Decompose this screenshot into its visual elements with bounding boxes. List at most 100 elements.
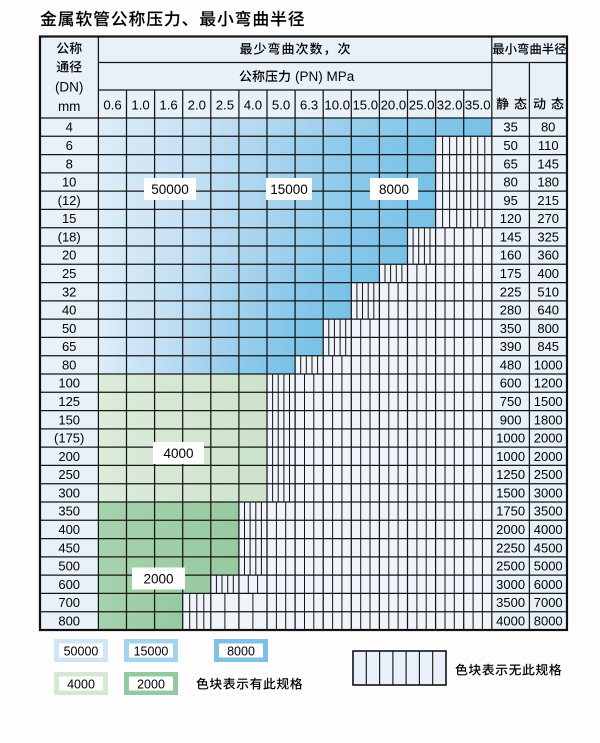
svg-text:(18): (18): [58, 230, 81, 245]
svg-text:480: 480: [500, 358, 522, 373]
svg-text:1800: 1800: [534, 412, 563, 427]
svg-text:1.6: 1.6: [159, 98, 177, 113]
svg-text:600: 600: [500, 376, 522, 391]
svg-text:2000: 2000: [534, 449, 563, 464]
svg-text:8000: 8000: [379, 182, 409, 197]
svg-text:350: 350: [500, 321, 522, 336]
svg-text:110: 110: [538, 138, 559, 153]
svg-text:8000: 8000: [534, 614, 563, 629]
svg-text:500: 500: [58, 559, 80, 574]
svg-text:800: 800: [537, 321, 559, 336]
svg-text:400: 400: [58, 522, 80, 537]
svg-text:900: 900: [500, 412, 522, 427]
svg-text:50: 50: [503, 138, 517, 153]
svg-text:40: 40: [62, 303, 76, 318]
svg-text:215: 215: [537, 193, 559, 208]
svg-text:845: 845: [537, 339, 559, 354]
svg-text:20: 20: [62, 248, 76, 263]
svg-text:2000: 2000: [143, 571, 173, 586]
svg-text:125: 125: [58, 394, 80, 409]
svg-text:750: 750: [500, 394, 522, 409]
svg-text:0.6: 0.6: [103, 98, 121, 113]
svg-text:2500: 2500: [534, 467, 563, 482]
svg-text:2000: 2000: [137, 678, 165, 692]
svg-text:250: 250: [58, 467, 80, 482]
svg-text:1.0: 1.0: [131, 98, 149, 113]
svg-text:1750: 1750: [496, 504, 525, 519]
svg-text:390: 390: [500, 339, 522, 354]
svg-text:400: 400: [537, 266, 559, 281]
svg-text:7000: 7000: [534, 595, 563, 610]
svg-text:3000: 3000: [496, 577, 525, 592]
svg-text:15.0: 15.0: [352, 98, 378, 113]
svg-text:4500: 4500: [534, 540, 563, 555]
svg-text:50000: 50000: [64, 645, 99, 659]
svg-text:(DN): (DN): [55, 80, 84, 95]
svg-text:35.0: 35.0: [465, 98, 491, 113]
svg-text:1500: 1500: [496, 486, 525, 501]
svg-text:6000: 6000: [534, 577, 563, 592]
svg-text:325: 325: [537, 230, 559, 245]
svg-text:2.0: 2.0: [188, 98, 206, 113]
svg-text:270: 270: [537, 211, 559, 226]
svg-text:10.0: 10.0: [324, 98, 350, 113]
svg-text:4: 4: [66, 120, 73, 135]
svg-text:1250: 1250: [496, 467, 525, 482]
svg-text:50000: 50000: [151, 182, 189, 197]
svg-text:25: 25: [62, 266, 76, 281]
svg-text:145: 145: [500, 230, 522, 245]
svg-text:145: 145: [537, 156, 559, 171]
svg-text:4000: 4000: [67, 678, 95, 692]
svg-text:280: 280: [500, 303, 522, 318]
svg-text:5.0: 5.0: [272, 98, 290, 113]
svg-text:600: 600: [58, 577, 80, 592]
svg-text:2500: 2500: [496, 559, 525, 574]
svg-text:510: 510: [537, 284, 559, 299]
svg-text:350: 350: [58, 504, 80, 519]
svg-text:3500: 3500: [534, 504, 563, 519]
svg-text:8000: 8000: [227, 645, 255, 659]
svg-text:180: 180: [537, 175, 559, 190]
svg-text:15000: 15000: [270, 182, 308, 197]
svg-text:65: 65: [503, 156, 517, 171]
svg-text:65: 65: [62, 339, 76, 354]
svg-text:(175): (175): [54, 431, 84, 446]
svg-text:360: 360: [537, 248, 559, 263]
svg-text:1200: 1200: [534, 376, 563, 391]
svg-text:80: 80: [503, 175, 517, 190]
svg-text:95: 95: [503, 193, 517, 208]
svg-text:15: 15: [62, 211, 76, 226]
svg-text:2250: 2250: [496, 540, 525, 555]
svg-text:300: 300: [58, 486, 80, 501]
svg-text:200: 200: [58, 449, 80, 464]
svg-text:1000: 1000: [496, 449, 525, 464]
svg-text:mm: mm: [58, 99, 81, 114]
svg-text:8: 8: [66, 156, 73, 171]
svg-text:10: 10: [62, 175, 76, 190]
svg-text:32: 32: [62, 284, 76, 299]
svg-text:1500: 1500: [534, 394, 563, 409]
svg-text:3500: 3500: [496, 595, 525, 610]
svg-text:(PN) MPa: (PN) MPa: [295, 69, 355, 84]
svg-text:225: 225: [500, 284, 522, 299]
svg-text:35: 35: [503, 120, 517, 135]
svg-text:4.0: 4.0: [244, 98, 262, 113]
svg-text:15000: 15000: [134, 645, 169, 659]
svg-text:25.0: 25.0: [409, 98, 435, 113]
svg-text:2000: 2000: [534, 431, 563, 446]
svg-text:2.5: 2.5: [216, 98, 234, 113]
svg-text:3000: 3000: [534, 486, 563, 501]
svg-text:4000: 4000: [163, 446, 193, 461]
svg-text:1000: 1000: [534, 358, 563, 373]
svg-text:1000: 1000: [496, 431, 525, 446]
svg-text:640: 640: [537, 303, 559, 318]
svg-text:20.0: 20.0: [381, 98, 407, 113]
svg-text:800: 800: [58, 614, 80, 629]
svg-text:6.3: 6.3: [300, 98, 318, 113]
svg-text:4000: 4000: [534, 522, 563, 537]
svg-text:2000: 2000: [496, 522, 525, 537]
svg-text:6: 6: [66, 138, 73, 153]
svg-text:32.0: 32.0: [437, 98, 463, 113]
svg-text:4000: 4000: [496, 614, 525, 629]
svg-text:150: 150: [58, 412, 80, 427]
